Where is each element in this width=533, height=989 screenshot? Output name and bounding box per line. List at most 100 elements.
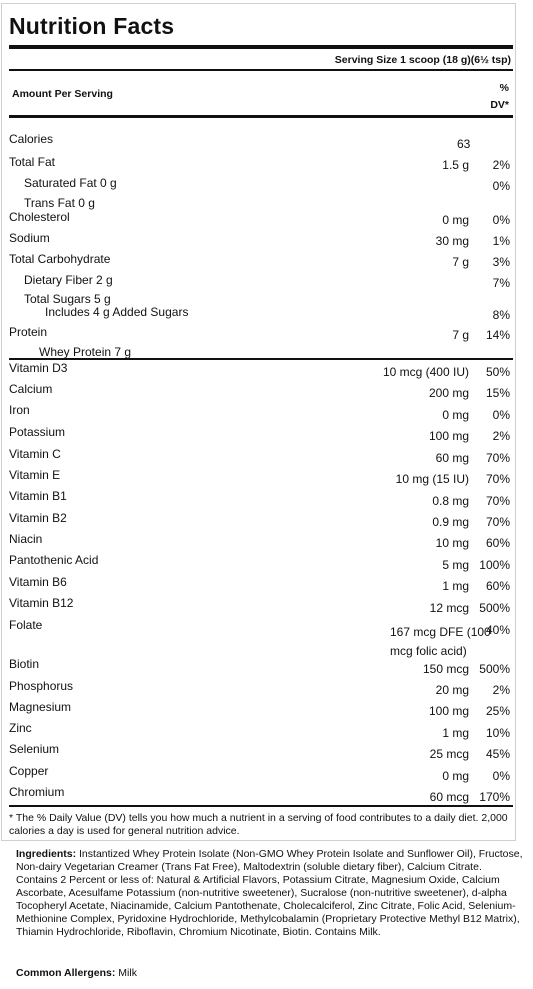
nutrient-amount: 7 g [452, 255, 469, 269]
vitamin-label: Vitamin C [9, 447, 61, 461]
folate-amount-line: 167 mcg DFE (100 [390, 625, 491, 639]
dv-column-heading: % DV* [490, 80, 509, 114]
vitamin-label: Biotin [9, 657, 40, 671]
calories-label: Calories [9, 132, 54, 146]
nutrient-amount: 30 mg [435, 234, 469, 248]
divider [9, 69, 513, 71]
nutrient-dv: 2% [492, 158, 510, 172]
vitamin-dv: 170% [479, 790, 510, 804]
vitamin-dv: 70% [485, 515, 510, 529]
vitamin-amount: 150 mcg [422, 662, 469, 676]
thick-divider [9, 115, 513, 118]
vitamin-amount: 12 mcg [429, 601, 469, 615]
nutrient-dv: 7% [492, 276, 510, 290]
nutrient-amount: 0 mg [442, 213, 469, 227]
vitamin-amount: 25 mcg [429, 747, 469, 761]
nutrient-amount: 7 g [452, 328, 469, 342]
nutrient-dv: 8% [492, 308, 510, 322]
vitamin-amount: 20 mg [435, 683, 469, 697]
vitamin-label: Vitamin B6 [9, 575, 67, 589]
vitamin-label: Niacin [9, 532, 43, 546]
divider [9, 358, 513, 360]
vitamin-dv: 15% [485, 386, 510, 400]
vitamin-label: Pantothenic Acid [9, 553, 99, 567]
vitamin-amount: 1 mg [442, 726, 469, 740]
vitamin-label: Folate [9, 618, 43, 632]
vitamin-dv: 45% [485, 747, 510, 761]
vitamin-label: Zinc [9, 721, 32, 735]
vitamin-dv: 2% [492, 429, 510, 443]
vitamin-dv: 100% [479, 558, 510, 572]
nutrient-label: Dietary Fiber 2 g [24, 273, 113, 287]
nutrient-label: Cholesterol [9, 210, 70, 224]
vitamin-dv: 70% [485, 472, 510, 486]
vitamin-dv: 50% [485, 365, 510, 379]
allergens-text: Milk [118, 967, 137, 979]
vitamin-label: Copper [9, 764, 49, 778]
vitamin-label: Iron [9, 403, 30, 417]
vitamin-amount: 10 mg [435, 536, 469, 550]
vitamin-amount: 10 mcg (400 IU) [382, 365, 469, 379]
vitamin-dv: 70% [485, 451, 510, 465]
vitamin-amount: 200 mg [428, 386, 469, 400]
vitamin-amount: 0.9 mg [432, 515, 469, 529]
vitamin-dv: 500% [479, 662, 510, 676]
nutrient-label: Sodium [9, 231, 50, 245]
vitamin-label: Magnesium [9, 700, 72, 714]
vitamin-label: Vitamin B12 [9, 596, 74, 610]
vitamin-label: Phosphorus [9, 679, 74, 693]
vitamin-label: Vitamin E [9, 468, 61, 482]
thick-divider [9, 45, 513, 49]
vitamin-dv: 40% [485, 623, 510, 637]
daily-value-footnote: * The % Daily Value (DV) tells you how m… [9, 812, 508, 837]
vitamin-label: Chromium [9, 785, 65, 799]
page-title: Nutrition Facts [9, 13, 175, 39]
vitamin-amount: 100 mg [428, 704, 469, 718]
vitamin-dv: 70% [485, 494, 510, 508]
nutrient-label: Includes 4 g Added Sugars [45, 305, 189, 319]
vitamin-dv: 500% [479, 601, 510, 615]
vitamin-dv: 60% [485, 536, 510, 550]
allergens-block: Common Allergens: Milk [16, 967, 137, 979]
vitamin-amount: 60 mg [435, 451, 469, 465]
vitamin-dv: 25% [485, 704, 510, 718]
nutrient-dv: 0% [492, 179, 510, 193]
nutrient-label: Whey Protein 7 g [39, 345, 132, 359]
nutrition-facts-panel: Nutrition Facts Serving Size 1 scoop (18… [1, 3, 516, 841]
nutrient-dv: 14% [485, 328, 510, 342]
vitamin-dv: 0% [492, 408, 510, 422]
nutrient-label: Trans Fat 0 g [24, 196, 95, 210]
vitamin-amount: 1 mg [442, 579, 469, 593]
nutrient-dv: 0% [492, 213, 510, 227]
nutrient-label: Protein [9, 325, 48, 339]
ingredients-text: Instantized Whey Protein Isolate (Non-GM… [16, 848, 523, 938]
dv-heading-percent: % [499, 82, 509, 94]
vitamin-label: Vitamin D3 [9, 361, 68, 375]
vitamin-label: Vitamin B2 [9, 511, 67, 525]
vitamin-dv: 60% [485, 579, 510, 593]
vitamin-dv: 2% [492, 683, 510, 697]
vitamin-amount: 5 mg [442, 558, 469, 572]
vitamin-amount: 10 mg (15 IU) [395, 472, 469, 486]
nutrient-label: Total Sugars 5 g [24, 292, 111, 306]
allergens-label: Common Allergens: [16, 967, 116, 979]
folate-amount-line: mcg folic acid) [390, 644, 467, 658]
dv-heading-label: DV* [490, 99, 509, 111]
vitamin-label: Selenium [9, 742, 60, 756]
vitamin-dv: 0% [492, 769, 510, 783]
vitamin-amount: 100 mg [428, 429, 469, 443]
divider [9, 805, 513, 807]
ingredients-block: Ingredients: Instantized Whey Protein Is… [16, 848, 524, 939]
nutrient-dv: 3% [492, 255, 510, 269]
vitamin-label: Vitamin B1 [9, 489, 67, 503]
vitamin-dv: 10% [485, 726, 510, 740]
serving-size: Serving Size 1 scoop (18 g)(6½ tsp) [334, 54, 511, 66]
nutrient-amount: 1.5 g [442, 158, 469, 172]
folate-amount: 167 mcg DFE (100 mcg folic acid) [390, 623, 491, 661]
vitamin-label: Calcium [9, 382, 53, 396]
vitamin-amount: 0 mg [442, 769, 469, 783]
ingredients-label: Ingredients: [16, 848, 77, 860]
nutrient-dv: 1% [492, 234, 510, 248]
nutrient-label: Total Carbohydrate [9, 252, 111, 266]
calories-value: 63 [457, 137, 471, 151]
